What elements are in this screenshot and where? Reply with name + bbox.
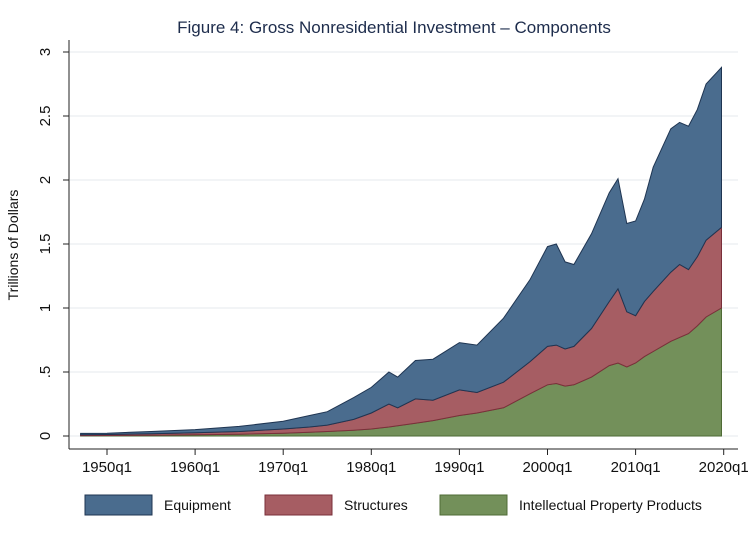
- legend-swatch: [439, 494, 508, 516]
- area-equipment: [80, 66, 722, 436]
- x-tick-label: 1960q1: [170, 459, 220, 476]
- legend-swatch: [84, 494, 153, 516]
- x-tick-label: 2010q1: [611, 459, 661, 476]
- y-tick-label: 1: [37, 304, 54, 312]
- x-tick-label: 1970q1: [258, 459, 308, 476]
- x-tick-label: 1990q1: [434, 459, 484, 476]
- y-axis-label: Trillions of Dollars: [5, 190, 21, 301]
- legend-label: Equipment: [164, 497, 231, 513]
- y-tick-label: 0: [37, 432, 54, 440]
- y-tick-label: 2.5: [37, 106, 54, 127]
- y-tick-label: 3: [37, 48, 54, 56]
- y-tick-label: .5: [37, 366, 54, 379]
- legend-label: Intellectual Property Products: [519, 497, 702, 513]
- y-tick-label: 2: [37, 176, 54, 184]
- legend-label: Structures: [344, 497, 408, 513]
- y-tick-label: 1.5: [37, 234, 54, 255]
- x-tick-label: 2000q1: [522, 459, 572, 476]
- x-tick-label: 2020q1: [699, 459, 749, 476]
- x-tick-label: 1980q1: [346, 459, 396, 476]
- x-tick-label: 1950q1: [82, 459, 132, 476]
- legend-swatch: [264, 494, 333, 516]
- chart-title: Figure 4: Gross Nonresidential Investmen…: [177, 18, 611, 37]
